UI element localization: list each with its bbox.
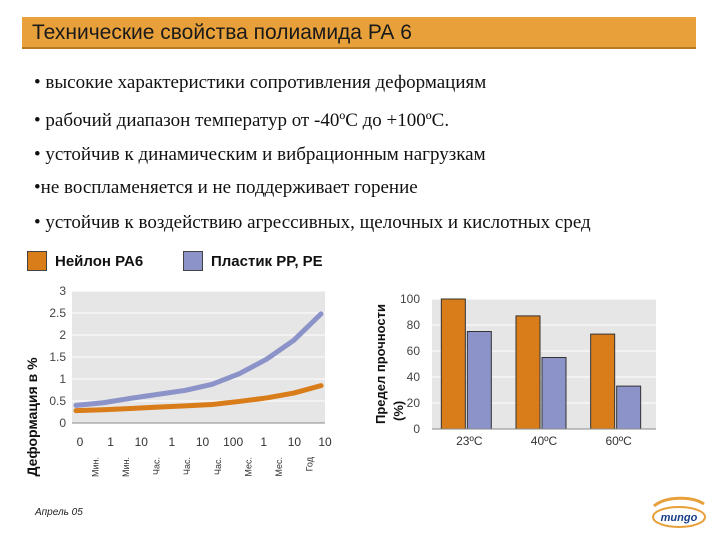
bullet-item: • устойчив к динамическим и вибрационным… (34, 144, 486, 166)
y-axis-label: Предел прочности (373, 304, 388, 424)
bar-plastic (467, 332, 491, 430)
y-tick-label: 0 (413, 422, 420, 436)
bullet-item: • высокие характеристики сопротивления д… (34, 72, 486, 94)
legend-label-plastic: Пластик PP, PE (211, 253, 323, 270)
x-unit-label: Мес. (274, 457, 284, 477)
legend-swatch-nylon (27, 251, 47, 271)
x-unit-label: Мин. (90, 457, 100, 477)
bar-nylon (591, 334, 615, 429)
bar-plastic (542, 358, 566, 430)
legend-plastic: Пластик PP, PE (183, 251, 323, 271)
y-tick-label: 1 (59, 372, 66, 386)
y-tick-label: 100 (400, 292, 420, 306)
legend-swatch-plastic (183, 251, 203, 271)
y-tick-label: 2.5 (49, 306, 66, 320)
deformation-line-chart: 0 0.5 1 1.5 2 2.5 3 0 1 10 1 10 100 1 10 10 Мин. Мин. Час.… (0, 275, 345, 485)
x-tick-label: 1 (260, 435, 267, 449)
strength-bar-chart: 0 20 40 60 80 100 23ºC 40ºC 60ºC Предел прочности… (370, 285, 670, 455)
title-bar: Технические свойства полиамида РА 6 (22, 17, 696, 49)
y-tick-label: 60 (407, 344, 421, 358)
x-tick-label: 10 (135, 435, 149, 449)
y-tick-label: 20 (407, 396, 421, 410)
slide-title: Технические свойства полиамида РА 6 (32, 21, 412, 45)
legend-nylon: Нейлон PA6 (27, 251, 143, 271)
x-tick-label: 10 (288, 435, 302, 449)
y-tick-label: 80 (407, 318, 421, 332)
x-tick-label: 100 (223, 435, 243, 449)
x-unit-label: Мес. (243, 457, 253, 477)
logo-swoosh-icon (654, 498, 704, 506)
y-axis-label: Деформация в % (24, 357, 40, 477)
y-tick-label: 40 (407, 370, 421, 384)
x-unit-label: Мин. (121, 457, 131, 477)
bullet-item: •не воспламеняется и не поддерживает гор… (34, 177, 418, 199)
y-tick-label: 0.5 (49, 394, 66, 408)
y-tick-label: 2 (59, 328, 66, 342)
mungo-logo: mungo (648, 496, 710, 530)
x-tick-label: 40ºC (531, 434, 558, 448)
x-unit-label: Год (305, 456, 315, 471)
x-unit-label: Час. (213, 457, 223, 475)
x-tick-label: 1 (107, 435, 114, 449)
bullet-item: • устойчив к воздействию агрессивных, ще… (34, 212, 591, 234)
x-tick-label: 1 (169, 435, 176, 449)
x-unit-label: Час. (152, 457, 162, 475)
x-tick-label: 0 (77, 435, 84, 449)
logo-text: mungo (661, 512, 698, 524)
y-tick-label: 3 (59, 284, 66, 298)
y-tick-label: 1.5 (49, 350, 66, 364)
x-unit-label: Час. (182, 457, 192, 475)
x-tick-label: 60ºC (605, 434, 632, 448)
bar-plastic (617, 386, 641, 429)
y-tick-label: 0 (59, 416, 66, 430)
x-tick-label: 10 (196, 435, 210, 449)
legend-label-nylon: Нейлон PA6 (55, 253, 143, 270)
footer-date: Апрель 05 (35, 507, 83, 518)
bar-nylon (441, 299, 465, 429)
x-tick-label: 23ºC (456, 434, 483, 448)
bar-nylon (516, 316, 540, 429)
y-axis-label-unit: (%) (391, 401, 406, 421)
x-tick-label: 10 (318, 435, 332, 449)
bullet-item: • рабочий диапазон температур от -40ºС д… (34, 110, 449, 132)
